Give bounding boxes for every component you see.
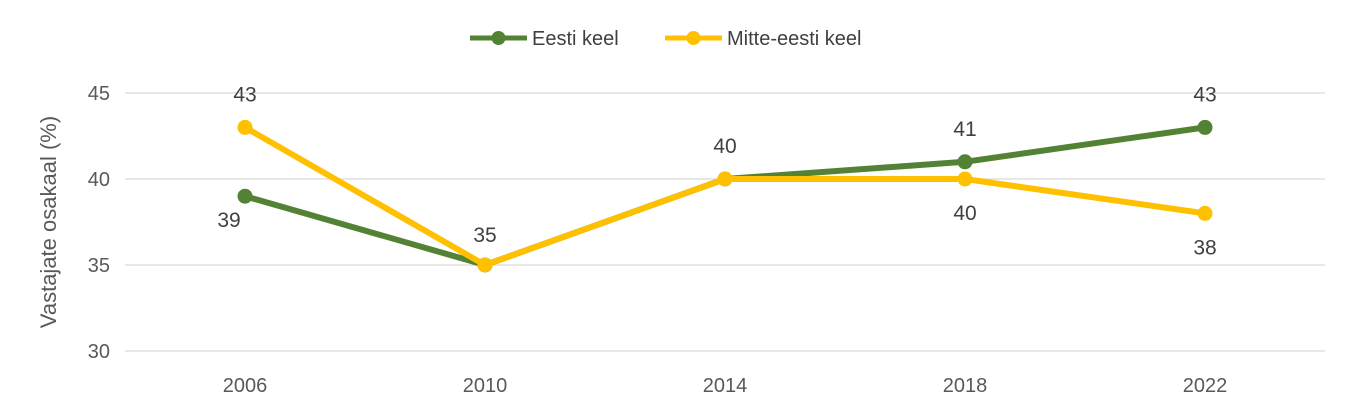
point-mitte-eesti-keel-2022 bbox=[1197, 205, 1213, 221]
x-tick-label-2022: 2022 bbox=[1183, 375, 1228, 397]
data-label-eesti-keel-2018: 41 bbox=[953, 118, 976, 141]
legend-marker-eesti-keel bbox=[491, 31, 506, 45]
x-tick-label-2014: 2014 bbox=[703, 375, 748, 397]
x-tick-label-2010: 2010 bbox=[463, 375, 508, 397]
data-label-eesti-keel-2014: 40 bbox=[713, 135, 736, 158]
y-axis-ticks: 30 35 40 45 bbox=[88, 83, 110, 363]
legend-marker-mitte-eesti-keel bbox=[686, 31, 701, 45]
point-eesti-keel-2006 bbox=[237, 188, 253, 204]
legend-label-mitte-eesti-keel: Mitte-eesti keel bbox=[727, 28, 862, 50]
data-label-eesti-keel-2006: 39 bbox=[217, 209, 240, 232]
legend-label-eesti-keel: Eesti keel bbox=[532, 28, 619, 50]
data-label-mitte-eesti-keel-2006: 43 bbox=[233, 83, 256, 106]
data-label-mitte-eesti-keel-2022: 38 bbox=[1193, 236, 1216, 259]
point-mitte-eesti-keel-2018 bbox=[957, 171, 973, 187]
data-labels: 39 35 40 41 43 43 40 38 bbox=[217, 83, 1216, 259]
data-label-mitte-eesti-keel-2018: 40 bbox=[953, 202, 976, 225]
y-axis-title: Vastajate osakaal (%) bbox=[36, 116, 61, 328]
legend-item-eesti-keel: Eesti keel bbox=[470, 28, 619, 50]
legend: Eesti keel Mitte-eesti keel bbox=[470, 28, 862, 50]
point-eesti-keel-2018 bbox=[957, 154, 973, 170]
gridlines bbox=[125, 92, 1325, 352]
legend-item-mitte-eesti-keel: Mitte-eesti keel bbox=[665, 28, 862, 50]
y-tick-label-35: 35 bbox=[88, 255, 110, 277]
y-tick-label-30: 30 bbox=[88, 341, 110, 363]
x-tick-label-2006: 2006 bbox=[223, 375, 268, 397]
series-group bbox=[237, 119, 1213, 273]
point-mitte-eesti-keel-2006 bbox=[237, 119, 253, 135]
x-tick-label-2018: 2018 bbox=[943, 375, 988, 397]
data-label-eesti-keel-2010: 35 bbox=[473, 224, 496, 247]
point-mitte-eesti-keel-2010 bbox=[477, 257, 493, 273]
y-tick-label-40: 40 bbox=[88, 169, 110, 191]
point-eesti-keel-2022 bbox=[1197, 119, 1213, 135]
x-axis-ticks: 2006 2010 2014 2018 2022 bbox=[223, 375, 1228, 397]
point-mitte-eesti-keel-2014 bbox=[717, 171, 733, 187]
y-tick-label-45: 45 bbox=[88, 83, 110, 105]
data-label-eesti-keel-2022: 43 bbox=[1193, 83, 1216, 106]
